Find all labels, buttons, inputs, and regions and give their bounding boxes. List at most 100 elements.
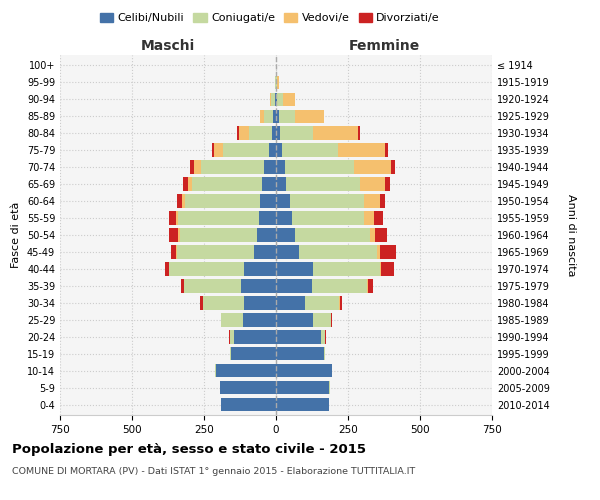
Bar: [237, 126, 239, 140]
Legend: Celibi/Nubili, Coniugati/e, Vedovi/e, Divorziati/e: Celibi/Nubili, Coniugati/e, Vedovi/e, Di…: [95, 8, 445, 28]
Bar: [265, 160, 276, 173]
Bar: [276, 110, 279, 123]
Bar: [277, 92, 283, 106]
Bar: [374, 212, 383, 224]
Bar: [290, 194, 364, 207]
Bar: [276, 160, 284, 173]
Bar: [185, 194, 260, 207]
Bar: [244, 296, 276, 310]
Bar: [272, 126, 276, 140]
Bar: [276, 314, 313, 326]
Bar: [176, 212, 178, 224]
Bar: [320, 330, 325, 344]
Bar: [377, 246, 380, 258]
Bar: [271, 92, 275, 106]
Bar: [277, 76, 278, 89]
Bar: [184, 280, 241, 292]
Bar: [299, 246, 377, 258]
Bar: [230, 330, 234, 344]
Bar: [257, 228, 276, 241]
Bar: [221, 314, 243, 326]
Bar: [380, 246, 396, 258]
Bar: [244, 262, 276, 276]
Bar: [201, 160, 265, 173]
Bar: [241, 280, 276, 292]
Bar: [183, 178, 188, 190]
Bar: [273, 110, 276, 123]
Bar: [178, 212, 259, 224]
Bar: [280, 126, 313, 140]
Bar: [215, 364, 276, 378]
Y-axis label: Fasce di età: Fasce di età: [11, 202, 21, 268]
Bar: [169, 262, 244, 276]
Bar: [259, 212, 276, 224]
Bar: [276, 194, 290, 207]
Bar: [194, 160, 201, 173]
Bar: [368, 280, 373, 292]
Bar: [364, 212, 374, 224]
Bar: [358, 126, 359, 140]
Bar: [243, 314, 276, 326]
Bar: [376, 228, 387, 241]
Bar: [276, 262, 313, 276]
Bar: [182, 194, 185, 207]
Bar: [283, 92, 295, 106]
Bar: [276, 92, 277, 106]
Bar: [385, 178, 390, 190]
Text: COMUNE DI MORTARA (PV) - Dati ISTAT 1° gennaio 2015 - Elaborazione TUTTITALIA.IT: COMUNE DI MORTARA (PV) - Dati ISTAT 1° g…: [12, 468, 415, 476]
Bar: [276, 126, 280, 140]
Bar: [214, 144, 223, 156]
Bar: [223, 144, 269, 156]
Bar: [295, 228, 370, 241]
Bar: [230, 347, 232, 360]
Bar: [286, 178, 359, 190]
Bar: [260, 110, 265, 123]
Bar: [391, 160, 395, 173]
Bar: [338, 144, 385, 156]
Bar: [276, 296, 305, 310]
Bar: [269, 144, 276, 156]
Bar: [313, 314, 331, 326]
Bar: [166, 262, 169, 276]
Bar: [284, 160, 354, 173]
Bar: [234, 330, 276, 344]
Bar: [313, 262, 380, 276]
Bar: [367, 280, 368, 292]
Bar: [276, 280, 312, 292]
Bar: [170, 246, 176, 258]
Bar: [190, 160, 194, 173]
Bar: [340, 296, 342, 310]
Bar: [188, 178, 193, 190]
Bar: [176, 246, 254, 258]
Bar: [276, 144, 282, 156]
Bar: [276, 381, 329, 394]
Bar: [248, 126, 272, 140]
Bar: [275, 92, 276, 106]
Bar: [262, 178, 276, 190]
Bar: [331, 314, 332, 326]
Bar: [254, 246, 276, 258]
Bar: [370, 228, 376, 241]
Bar: [305, 296, 340, 310]
Bar: [200, 296, 203, 310]
Bar: [276, 246, 299, 258]
Bar: [282, 144, 338, 156]
Bar: [239, 126, 248, 140]
Bar: [177, 194, 182, 207]
Bar: [179, 228, 257, 241]
Bar: [279, 110, 295, 123]
Text: Popolazione per età, sesso e stato civile - 2015: Popolazione per età, sesso e stato civil…: [12, 442, 366, 456]
Bar: [380, 194, 385, 207]
Bar: [312, 280, 367, 292]
Text: Femmine: Femmine: [349, 40, 419, 54]
Bar: [265, 110, 273, 123]
Bar: [220, 381, 276, 394]
Bar: [193, 178, 262, 190]
Bar: [269, 92, 271, 106]
Bar: [276, 178, 286, 190]
Bar: [276, 398, 329, 411]
Bar: [181, 280, 184, 292]
Bar: [354, 160, 391, 173]
Bar: [381, 262, 394, 276]
Text: Maschi: Maschi: [141, 40, 195, 54]
